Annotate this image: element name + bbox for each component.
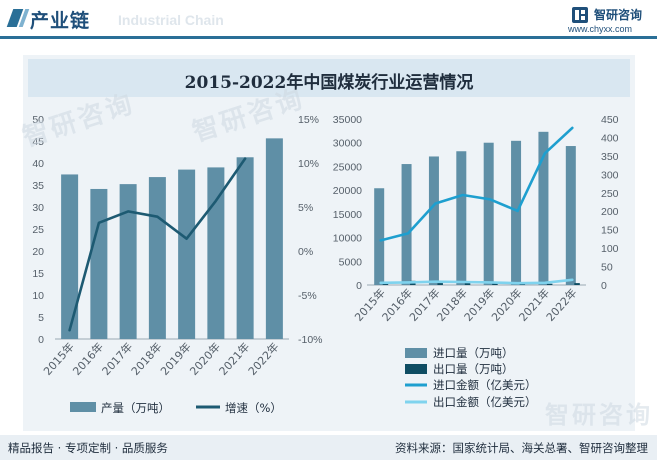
bar-primary xyxy=(401,164,412,285)
header-divider xyxy=(0,36,657,39)
right-axis-tick-label: 10% xyxy=(298,158,319,170)
series-line-0 xyxy=(68,157,247,332)
x-axis-tick-label: 2015年 xyxy=(40,340,77,378)
right-axis-tick-label: 450 xyxy=(601,114,619,126)
left-axis-tick-label: 0 xyxy=(38,334,44,346)
legend-swatch-1 xyxy=(405,364,427,374)
right-axis-tick-label: 300 xyxy=(601,169,619,181)
bar-primary xyxy=(236,157,254,339)
right-axis-tick-label: 0% xyxy=(298,246,313,258)
left-axis-tick-label: 5 xyxy=(38,312,44,324)
legend-swatch-production xyxy=(70,402,96,412)
brand-url: www.chyxx.com xyxy=(568,24,633,34)
right-axis-tick-label: 250 xyxy=(601,188,619,200)
right-axis-tick-label: -10% xyxy=(298,334,323,346)
bar-secondary xyxy=(546,283,553,285)
bar-primary xyxy=(207,167,225,339)
x-axis-tick-label: 2020年 xyxy=(187,340,224,378)
x-axis-tick-label: 2018年 xyxy=(128,340,165,378)
x-axis-tick-label: 2017年 xyxy=(99,340,136,378)
chart-title-band xyxy=(28,59,630,97)
right-axis-tick-label: 150 xyxy=(601,225,619,237)
right-axis-tick-label: 0 xyxy=(601,280,607,292)
page-footer: 精品报告 · 专项定制 · 品质服务 资料来源：国家统计局、海关总署、智研咨询整… xyxy=(0,435,657,460)
legend-label-3: 出口金额（亿美元） xyxy=(433,395,537,409)
right-axis-tick-label: 350 xyxy=(601,151,619,163)
series-line-0 xyxy=(379,126,574,242)
left-axis-tick-label: 20000 xyxy=(333,185,362,197)
bar-primary xyxy=(565,146,576,285)
bar-secondary xyxy=(464,282,471,285)
legend-label-2: 进口金额（亿美元） xyxy=(433,378,537,392)
legend-label-0: 进口量（万吨） xyxy=(433,346,514,360)
x-axis-tick-label: 2019年 xyxy=(157,340,194,378)
legend-label-production: 产量（万吨） xyxy=(101,401,170,415)
footer-source: 资料来源：国家统计局、海关总署、智研咨询整理 xyxy=(395,441,648,455)
page-title: 产业链 xyxy=(30,10,91,32)
left-axis-tick-label: 50 xyxy=(32,114,44,126)
left-axis-tick-label: 30 xyxy=(32,202,44,214)
left-axis-tick-label: 15 xyxy=(32,268,44,280)
header-ghost-text: Industrial Chain xyxy=(118,12,224,28)
x-axis-tick-label: 2016年 xyxy=(70,340,107,378)
watermark: 智研咨询 xyxy=(545,401,653,429)
left-axis-tick-label: 40 xyxy=(32,158,44,170)
left-axis-tick-label: 15000 xyxy=(333,209,362,221)
bar-primary xyxy=(178,169,196,339)
bar-secondary xyxy=(437,281,443,285)
bar-primary xyxy=(538,131,549,285)
footer-tagline: 精品报告 · 专项定制 · 品质服务 xyxy=(8,441,168,455)
bar-secondary xyxy=(574,283,580,285)
bar-primary xyxy=(265,138,283,339)
brand-logo-icon xyxy=(572,7,588,23)
x-axis-tick-label: 2022年 xyxy=(245,340,282,378)
right-axis-tick-label: 100 xyxy=(601,243,619,255)
series-line-1 xyxy=(379,278,574,285)
legend-label-1: 出口量（万吨） xyxy=(433,362,514,376)
left-axis-tick-label: 0 xyxy=(356,280,362,292)
left-axis-tick-label: 25 xyxy=(32,224,44,236)
bar-primary xyxy=(456,151,467,285)
legend-label-growth: 增速（%） xyxy=(225,401,282,415)
right-axis-tick-label: 50 xyxy=(601,262,613,274)
bar-primary xyxy=(511,140,522,285)
bar-primary xyxy=(483,142,494,285)
brand-name: 智研咨询 xyxy=(594,8,643,22)
left-axis-tick-label: 35 xyxy=(32,180,44,192)
left-axis-tick-label: 25000 xyxy=(333,161,362,173)
right-axis-tick-label: 200 xyxy=(601,206,619,218)
right-axis-tick-label: 400 xyxy=(601,132,619,144)
left-axis-tick-label: 5000 xyxy=(339,256,363,268)
legend-swatch-0 xyxy=(405,348,427,358)
bar-primary xyxy=(61,174,79,339)
left-axis-tick-label: 10000 xyxy=(333,233,362,245)
bar-primary xyxy=(119,184,137,339)
x-axis-tick-label: 2022年 xyxy=(543,286,580,324)
chart-title: 2015-2022年中国煤炭行业运营情况 xyxy=(184,73,474,93)
right-axis-tick-label: 15% xyxy=(298,114,319,126)
bar-primary xyxy=(374,188,385,285)
bar-primary xyxy=(148,177,166,339)
bar-primary xyxy=(90,188,108,339)
left-axis-tick-label: 10 xyxy=(32,290,44,302)
left-axis-tick-label: 45 xyxy=(32,136,44,148)
bar-primary xyxy=(428,156,439,285)
right-axis-tick-label: -5% xyxy=(298,290,317,302)
right-axis-tick-label: 5% xyxy=(298,202,313,214)
left-axis-tick-label: 20 xyxy=(32,246,44,258)
page-header: Industrial Chain 产业链 智研咨询 www.chyxx.com xyxy=(0,0,657,40)
left-axis-tick-label: 35000 xyxy=(333,114,362,126)
left-axis-tick-label: 30000 xyxy=(333,138,362,150)
x-axis-tick-label: 2021年 xyxy=(216,340,253,378)
